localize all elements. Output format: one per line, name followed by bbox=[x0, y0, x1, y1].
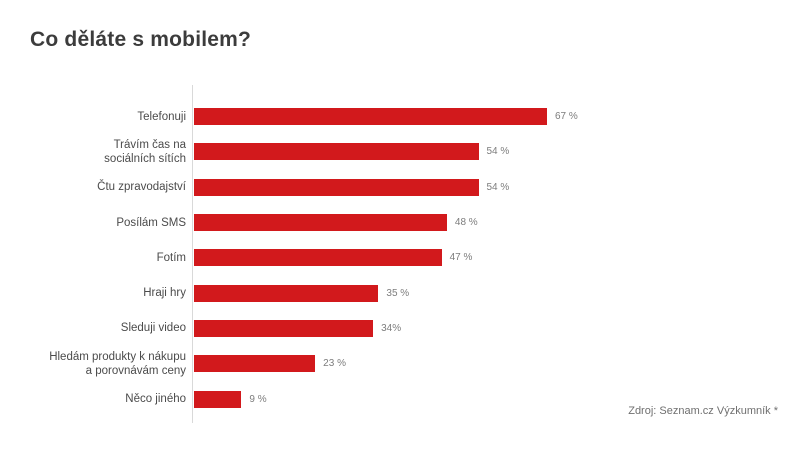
chart-rows: Telefonuji 67 % Trávím čas na sociálních s… bbox=[30, 85, 775, 417]
source-note: Zdroj: Seznam.cz Výzkumník * bbox=[628, 405, 778, 417]
bar-track: 35 % bbox=[193, 284, 775, 302]
bar-value-label: 48 % bbox=[454, 217, 478, 229]
chart-row: Čtu zpravodajství 54 % bbox=[30, 170, 775, 205]
bar bbox=[194, 319, 374, 337]
chart-row: Trávím čas na sociálních sítích 54 % bbox=[30, 134, 775, 169]
bar bbox=[194, 143, 479, 161]
chart-row: Sleduji video 34% bbox=[30, 311, 775, 346]
bar-value-label: 9 % bbox=[249, 393, 267, 405]
bar bbox=[194, 390, 242, 408]
bar bbox=[194, 249, 442, 267]
bar-value-label: 35 % bbox=[386, 287, 410, 299]
bar-value-label: 67 % bbox=[555, 111, 578, 123]
bar-track: 67 % bbox=[193, 108, 775, 126]
category-label: Posílám SMS bbox=[116, 216, 186, 229]
bar-value-label: 47 % bbox=[449, 252, 473, 264]
category-label: Sleduji video bbox=[120, 322, 186, 335]
bar bbox=[194, 284, 379, 302]
category-label: Hledám produkty k nákupu a porovnávám ce… bbox=[49, 350, 186, 377]
bar-track: 54 % bbox=[193, 143, 775, 161]
bar bbox=[194, 108, 547, 126]
bar-track: 23 % bbox=[193, 355, 775, 373]
chart-row: Hraji hry 35 % bbox=[30, 275, 775, 310]
category-label: Telefonuji bbox=[137, 110, 186, 123]
chart-title: Co děláte s mobilem? bbox=[30, 28, 252, 51]
chart-row: Telefonuji 67 % bbox=[30, 99, 775, 134]
bar-track: 9 % bbox=[193, 390, 775, 408]
chart-row: Fotím 47 % bbox=[30, 240, 775, 275]
bar bbox=[194, 214, 447, 232]
bar-track: 34% bbox=[193, 319, 775, 337]
bar bbox=[194, 178, 479, 196]
category-label: Něco jiného bbox=[125, 393, 186, 406]
chart-row: Hledám produkty k nákupu a porovnávám ce… bbox=[30, 346, 775, 381]
category-label: Trávím čas na sociálních sítích bbox=[104, 138, 186, 165]
y-axis-line bbox=[192, 85, 193, 423]
bar-value-label: 23 % bbox=[323, 358, 346, 370]
chart-row: Posílám SMS 48 % bbox=[30, 205, 775, 240]
bar-value-label: 34% bbox=[381, 322, 402, 334]
chart-row: Něco jiného 9 % bbox=[30, 381, 775, 416]
bar bbox=[194, 355, 316, 373]
bar-track: 47 % bbox=[193, 249, 775, 267]
bar-track: 54 % bbox=[193, 178, 775, 196]
bar-track: 48 % bbox=[193, 214, 775, 232]
category-label: Hraji hry bbox=[143, 287, 186, 300]
category-label: Fotím bbox=[156, 251, 186, 264]
category-label: Čtu zpravodajství bbox=[97, 181, 186, 194]
bar-value-label: 54 % bbox=[486, 146, 510, 158]
bar-value-label: 54 % bbox=[486, 181, 510, 193]
